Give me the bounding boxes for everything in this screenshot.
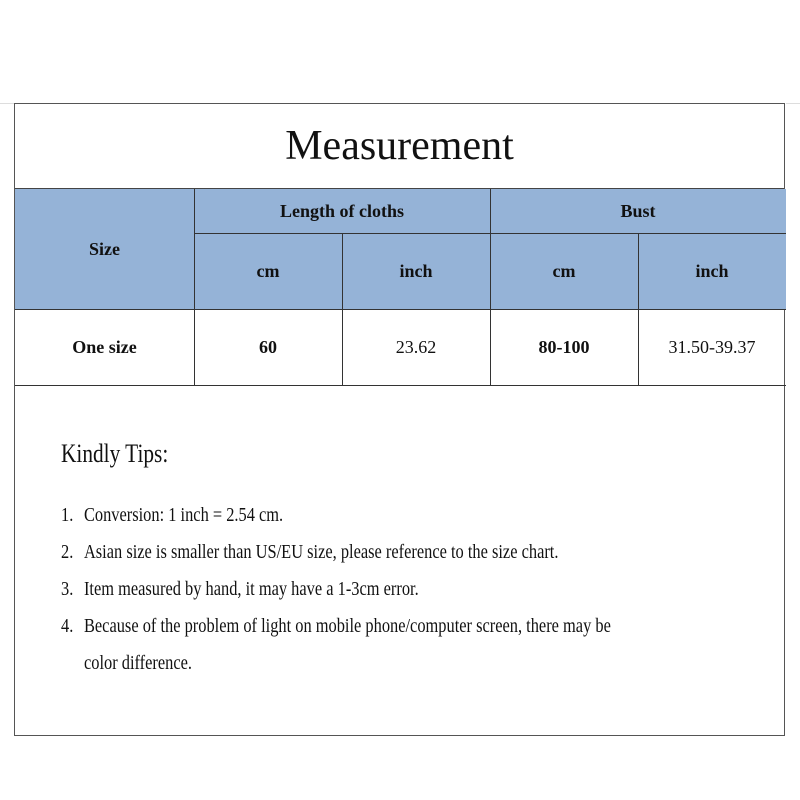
item-text: Conversion: 1 inch = 2.54 cm.: [83, 504, 284, 526]
item-text: Because of the problem of light on mobil…: [83, 615, 611, 637]
item-number: 1.: [61, 504, 74, 526]
list-item: 1. Conversion: 1 inch = 2.54 cm.: [61, 497, 611, 534]
divider: [0, 103, 14, 104]
list-item: 2. Asian size is smaller than US/EU size,…: [61, 534, 611, 571]
unit-header: inch: [638, 233, 786, 309]
item-text: Asian size is smaller than US/EU size, p…: [83, 541, 559, 563]
item-number: 4.: [61, 615, 74, 637]
grid-line: [194, 189, 195, 385]
grid-line: [638, 233, 639, 385]
grid-line: [15, 309, 786, 310]
tips-heading: Kindly Tips:: [61, 439, 169, 468]
item-number: 2.: [61, 541, 74, 563]
list-item: 3. Item measured by hand, it may have a 1…: [61, 571, 611, 608]
divider: [786, 103, 800, 104]
grid-line: [342, 233, 343, 385]
group-header-bust: Bust: [490, 189, 786, 233]
unit-header: cm: [490, 233, 638, 309]
grid-line: [490, 189, 491, 385]
unit-header: cm: [194, 233, 342, 309]
table-cell: 31.50-39.37: [668, 336, 756, 357]
kindly-tips: Kindly Tips: 1. Conversion: 1 inch = 2.54…: [61, 439, 611, 682]
unit-header: inch: [342, 233, 490, 309]
size-header: Size: [15, 189, 194, 309]
page-title: Measurement: [15, 104, 784, 189]
size-cell: One size: [72, 336, 137, 357]
item-text-continued: color difference.: [83, 652, 193, 674]
grid-line: [15, 385, 786, 386]
group-header-length: Length of cloths: [194, 189, 490, 233]
item-text: Item measured by hand, it may have a 1-3…: [83, 578, 419, 600]
item-number: 3.: [61, 578, 74, 600]
size-chart: Measurement Size Length of cloths Bust c…: [14, 103, 786, 736]
table-cell: 23.62: [395, 336, 437, 357]
list-item: 4. Because of the problem of light on mob…: [61, 608, 611, 645]
table-cell: 60: [259, 336, 277, 357]
table-cell: 80-100: [538, 336, 590, 357]
